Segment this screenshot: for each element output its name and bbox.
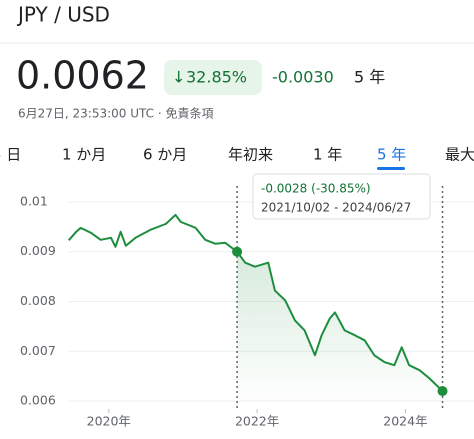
tab[interactable]: 1 か月 xyxy=(62,146,106,164)
period: 5 年 xyxy=(354,68,385,87)
timestamp: 6月27日, 23:53:00 UTC · 免責条項 xyxy=(18,106,213,121)
price: 0.0062 xyxy=(16,54,149,98)
x-tick-label: 2022年 xyxy=(235,414,279,429)
y-tick-label: 0.006 xyxy=(20,393,56,408)
change-percent: 32.85% xyxy=(186,68,247,87)
y-tick-label: 0.009 xyxy=(20,243,56,258)
range-area xyxy=(237,251,443,406)
tooltip-change: -0.0028 (-30.85%) xyxy=(261,182,371,196)
price-line xyxy=(67,213,444,392)
range-dot xyxy=(437,386,448,397)
tab[interactable]: 1 年 xyxy=(313,146,342,164)
change-badge xyxy=(164,60,262,95)
tooltip-dates: 2021/10/02 - 2024/06/27 xyxy=(261,201,411,215)
tab[interactable]: 5 年 xyxy=(377,146,406,164)
tab[interactable]: 年初来 xyxy=(228,146,273,164)
tab[interactable]: 5 日 xyxy=(0,146,21,164)
tab[interactable]: 最大 xyxy=(445,146,474,164)
down-arrow: ↓ xyxy=(172,68,185,87)
x-tick-label: 2024年 xyxy=(383,414,427,429)
chart: 0.006 0.007 0.008 0.009 0.01 2020年 2022年 2024年 -… xyxy=(20,173,474,429)
y-tick-label: 0.01 xyxy=(20,193,48,208)
y-tick-label: 0.007 xyxy=(20,343,56,358)
tab-underline xyxy=(377,167,405,170)
x-tick-label: 2020年 xyxy=(87,414,131,429)
change-value: -0.0030 xyxy=(272,68,334,87)
tabs: 5 日 1 か月 6 か月 年初来 1 年 5 年 最大 xyxy=(0,146,474,170)
y-tick-label: 0.008 xyxy=(20,293,56,308)
range-dot xyxy=(232,246,243,257)
title: JPY / USD xyxy=(16,3,110,27)
tab[interactable]: 6 か月 xyxy=(143,146,187,164)
tooltip xyxy=(252,173,431,220)
